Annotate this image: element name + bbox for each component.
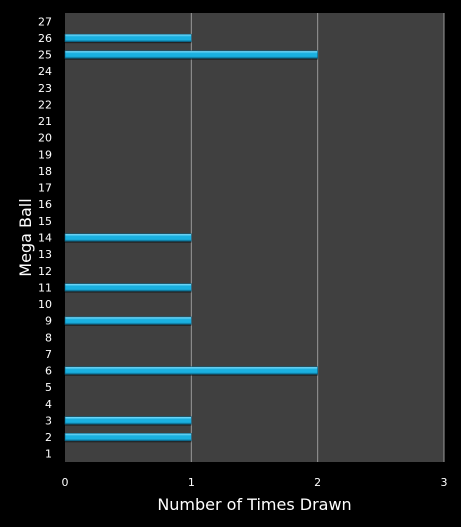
bar-6 (64, 366, 318, 376)
y-tick-label: 2 (45, 431, 52, 444)
y-tick-label: 11 (38, 281, 52, 294)
y-tick-label: 21 (38, 115, 52, 128)
y-axis-ticks: 1234567891011121314151617181920212223242… (38, 15, 52, 460)
bar-3 (64, 416, 192, 426)
y-tick-label: 4 (45, 398, 52, 411)
bar-26 (64, 33, 192, 44)
y-tick-label: 12 (38, 265, 52, 278)
bar-rect (64, 416, 192, 425)
bar-rect (64, 33, 192, 42)
bar-rect (64, 233, 192, 242)
y-tick-label: 27 (38, 15, 52, 28)
x-tick-label: 2 (314, 476, 321, 489)
bar-rect (64, 50, 318, 59)
bar-rect (64, 433, 192, 442)
y-tick-label: 20 (38, 132, 52, 145)
x-tick-label: 3 (441, 476, 448, 489)
x-axis-title: Number of Times Drawn (157, 495, 351, 514)
bar-11 (64, 283, 192, 293)
y-tick-label: 6 (45, 365, 52, 378)
y-tick-label: 15 (38, 215, 52, 228)
y-axis-title: Mega Ball (16, 198, 35, 276)
x-axis-ticks: 0 1 2 3 (62, 476, 448, 489)
y-tick-label: 5 (45, 381, 52, 394)
bar-rect (64, 316, 192, 325)
x-tick-label: 1 (188, 476, 195, 489)
bars (64, 33, 318, 443)
y-tick-label: 24 (38, 65, 52, 78)
bar-14 (64, 233, 192, 243)
bar-rect (64, 283, 192, 292)
y-tick-label: 1 (45, 448, 52, 461)
y-tick-label: 17 (38, 182, 52, 195)
y-tick-label: 9 (45, 315, 52, 328)
y-tick-label: 10 (38, 298, 52, 311)
y-tick-label: 7 (45, 348, 52, 361)
y-tick-label: 14 (38, 232, 52, 245)
y-tick-label: 13 (38, 248, 52, 261)
bar-9 (64, 316, 192, 326)
y-tick-label: 19 (38, 148, 52, 161)
y-tick-label: 8 (45, 331, 52, 344)
y-tick-label: 23 (38, 82, 52, 95)
y-tick-label: 3 (45, 414, 52, 427)
y-tick-label: 26 (38, 32, 52, 45)
bar-25 (64, 50, 318, 60)
y-tick-label: 16 (38, 198, 52, 211)
bar-2 (64, 433, 192, 443)
y-tick-label: 18 (38, 165, 52, 178)
x-tick-label: 0 (62, 476, 69, 489)
bar-rect (64, 366, 318, 375)
y-tick-label: 25 (38, 49, 52, 62)
y-tick-label: 22 (38, 98, 52, 111)
